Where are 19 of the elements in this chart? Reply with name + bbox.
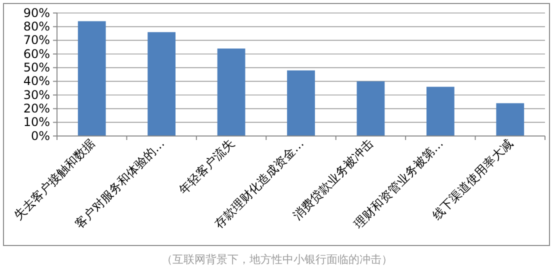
- bar: [287, 70, 315, 136]
- y-tick-label: 0%: [30, 128, 50, 143]
- bar: [78, 21, 106, 136]
- y-tick-label: 30%: [23, 88, 50, 102]
- bar: [426, 86, 454, 136]
- x-tick-label: 年轻客户流失: [176, 136, 237, 198]
- text: （互联网背景下，地方性中小银行面临的冲击）: [162, 253, 392, 266]
- y-tick-label: 40%: [23, 74, 50, 88]
- y-tick-label: 60%: [23, 46, 50, 61]
- bar: [148, 32, 176, 136]
- bar: [217, 48, 246, 136]
- y-tick-label: 90%: [23, 6, 50, 20]
- bar: [496, 103, 524, 136]
- y-tick-label: 70%: [23, 33, 50, 48]
- y-tick-label: 50%: [23, 60, 50, 75]
- y-tick-label: 80%: [23, 20, 50, 34]
- bar: [356, 81, 385, 136]
- y-tick-label: 20%: [23, 102, 50, 116]
- y-tick-label: 10%: [23, 115, 50, 130]
